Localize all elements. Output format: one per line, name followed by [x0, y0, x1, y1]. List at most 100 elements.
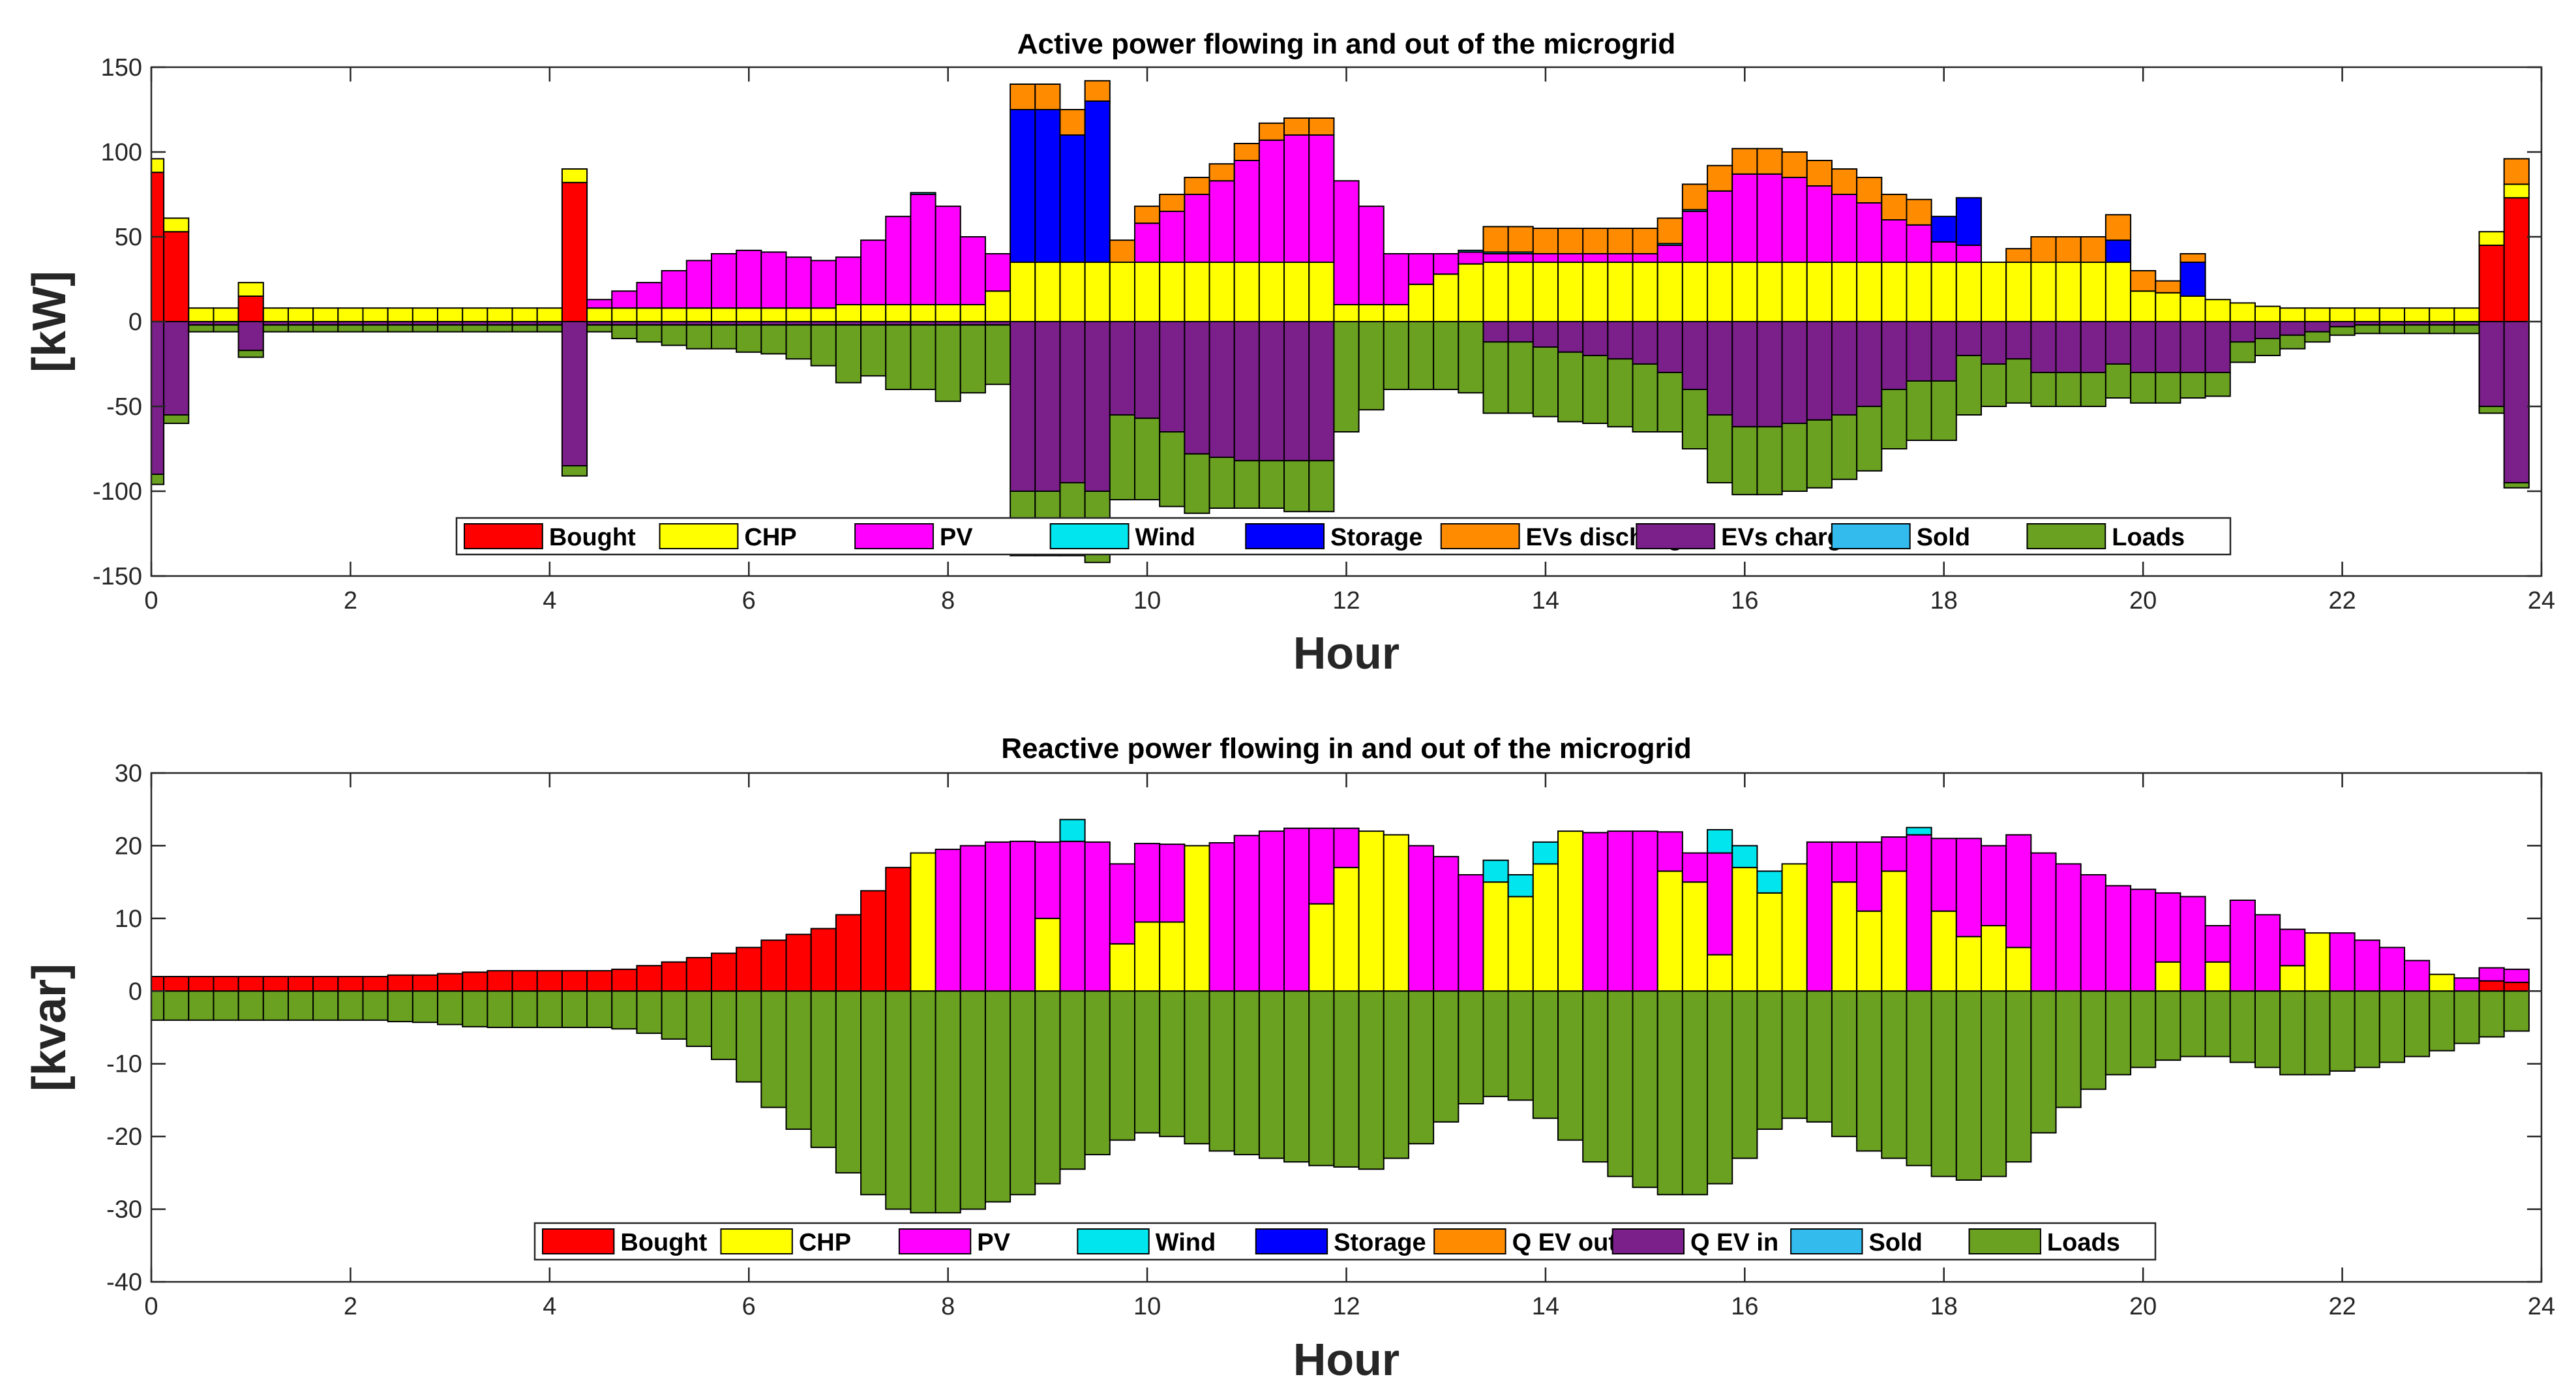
bar-evs-discharged — [1781, 151, 1808, 178]
bar-bought — [736, 947, 762, 992]
bar-loads — [1906, 380, 1932, 441]
bar-loads — [213, 324, 239, 333]
x-tick-label: 6 — [742, 587, 756, 615]
bar-loads — [312, 990, 339, 1021]
bar-loads — [935, 990, 961, 1214]
bar-bought — [810, 928, 837, 992]
bar-loads — [561, 990, 588, 1029]
bar-evs-discharged — [1656, 217, 1683, 245]
y-tick-label: 0 — [128, 978, 142, 1005]
x-tick-label: 0 — [144, 1293, 158, 1320]
bar-loads — [760, 990, 787, 1108]
bar-chp — [2279, 307, 2306, 323]
x-tick-label: 16 — [1731, 1293, 1758, 1320]
bar-loads — [2030, 990, 2057, 1134]
bar-loads — [2080, 372, 2106, 407]
legend-item-sold: Sold — [1831, 523, 1970, 551]
bar-loads — [1258, 990, 1285, 1159]
bar-loads — [1632, 363, 1658, 432]
bar-loads — [2080, 990, 2106, 1090]
bar-evs-charged — [2130, 321, 2157, 373]
bar-chp — [611, 307, 638, 323]
bar-pv — [1458, 251, 1484, 265]
bar-chp — [2254, 305, 2281, 323]
bar-evs-discharged — [1159, 194, 1186, 212]
x-tick-label: 2 — [344, 587, 357, 615]
bar-loads — [1632, 990, 1658, 1189]
bar-pv — [984, 253, 1011, 292]
bar-loads — [1981, 363, 2007, 407]
bar-evs-charged — [1233, 321, 1260, 462]
bar-loads — [287, 324, 314, 333]
bar-evs-charged — [1582, 321, 1609, 356]
bar-evs-discharged — [2130, 270, 2157, 292]
bar-loads — [1881, 389, 1908, 449]
bar-pv — [1133, 843, 1161, 923]
bar-pv — [2453, 977, 2480, 992]
bar-loads — [1333, 321, 1360, 432]
bar-chp — [935, 304, 961, 322]
bar-evs-discharged — [1034, 83, 1061, 110]
bar-bought — [163, 231, 190, 323]
bar-chp — [1084, 262, 1111, 322]
bar-pv — [1681, 852, 1709, 883]
legend-swatch — [1255, 1228, 1328, 1254]
bar-loads — [2304, 990, 2331, 1076]
x-tick-label: 24 — [2528, 587, 2555, 615]
bar-chp — [1656, 870, 1683, 992]
bar-loads — [1681, 389, 1709, 449]
bar-chp — [362, 307, 389, 323]
legend-label: Bought — [549, 524, 636, 551]
bar-bought — [262, 976, 289, 992]
bar-evs-discharged — [2055, 236, 2082, 263]
bar-evs-charged — [2179, 321, 2206, 373]
bar-pv — [1856, 202, 1883, 263]
legend: Bought CHP PV Wind Storage EVs discharged EVs … — [455, 517, 2232, 556]
legend-label: Bought — [620, 1229, 707, 1256]
bar-loads — [1109, 990, 1135, 1141]
bar-loads — [1159, 431, 1186, 508]
bar-chp — [337, 307, 364, 323]
bar-loads — [1955, 355, 1983, 416]
bar-bought — [611, 968, 638, 992]
x-tick-label: 8 — [941, 587, 955, 615]
bar-loads — [1233, 990, 1260, 1156]
bar-chp — [2179, 296, 2206, 322]
bar-pv — [736, 249, 762, 309]
bar-chp — [910, 852, 936, 992]
bar-wind — [910, 192, 936, 195]
legend-label: PV — [977, 1229, 1010, 1256]
bar-loads — [1582, 990, 1609, 1163]
y-axis: -40 -30 -20 -10 0 10 20 30 — [106, 760, 2541, 1296]
bar-evs-discharged — [2104, 214, 2132, 241]
bar-loads — [860, 990, 887, 1196]
legend: Bought CHP PV Wind Storage Q EV out Q EV in Sol… — [533, 1222, 2157, 1261]
bar-pv — [1930, 241, 1957, 263]
bar-bought — [462, 971, 488, 992]
bar-chp — [1731, 866, 1758, 992]
legend-item-storage: Storage — [1255, 1228, 1426, 1256]
bar-chp — [1681, 262, 1709, 322]
bar-loads — [959, 990, 986, 1210]
x-axis-label: Hour — [1293, 628, 1400, 678]
bar-pv — [636, 282, 663, 309]
bar-loads — [2478, 990, 2505, 1038]
bar-pv — [1333, 827, 1360, 868]
bar-chp — [2304, 932, 2331, 992]
legend-item-chp: CHP — [720, 1228, 851, 1256]
legend-swatch — [854, 523, 934, 549]
bar-chp — [1930, 910, 1957, 992]
bar-loads — [2254, 338, 2281, 356]
bar-evs-discharged — [1109, 239, 1135, 264]
x-tick-label: 10 — [1133, 1293, 1161, 1320]
bar-chp — [1034, 262, 1061, 322]
legend-swatch — [1245, 523, 1325, 549]
bar-chp — [1607, 262, 1634, 322]
y-axis-label: [kvar] — [23, 964, 76, 1091]
bar-chp — [312, 307, 339, 323]
bar-loads — [1532, 990, 1559, 1119]
bar-wind — [1906, 827, 1932, 836]
bar-loads — [810, 990, 837, 1148]
bar-chp — [1582, 262, 1609, 322]
